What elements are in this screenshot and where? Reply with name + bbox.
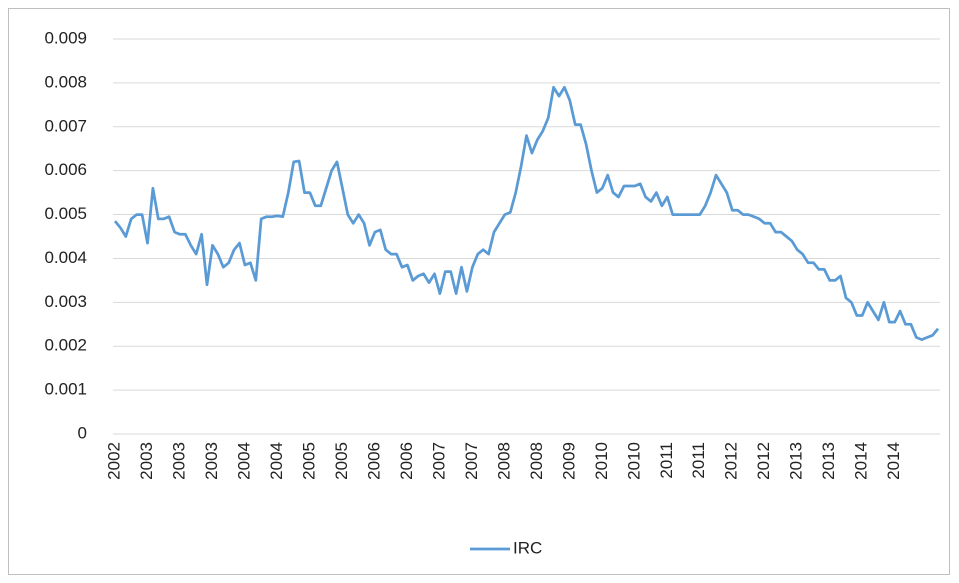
x-tick-label: 2007 bbox=[462, 442, 481, 480]
x-tick-label: 2014 bbox=[884, 442, 903, 480]
y-tick-label: 0.002 bbox=[44, 336, 87, 355]
x-tick-label: 2012 bbox=[722, 442, 741, 480]
x-tick-label: 2003 bbox=[169, 442, 188, 480]
x-tick-label: 2011 bbox=[689, 442, 708, 479]
y-tick-label: 0.003 bbox=[44, 292, 87, 311]
x-tick-label: 2014 bbox=[852, 442, 871, 480]
x-tick-label: 2012 bbox=[754, 442, 773, 480]
x-tick-label: 2005 bbox=[299, 442, 318, 480]
x-tick-label: 2013 bbox=[787, 442, 806, 480]
y-tick-label: 0.009 bbox=[44, 28, 87, 47]
x-tick-label: 2011 bbox=[657, 442, 676, 479]
legend-label: IRC bbox=[513, 538, 542, 557]
x-tick-label: 2006 bbox=[364, 442, 383, 480]
x-tick-label: 2013 bbox=[819, 442, 838, 480]
x-tick-label: 2009 bbox=[559, 442, 578, 480]
x-tick-label: 2004 bbox=[267, 442, 286, 480]
y-tick-label: 0.005 bbox=[44, 204, 87, 223]
x-tick-label: 2008 bbox=[494, 442, 513, 480]
y-tick-label: 0.001 bbox=[44, 380, 87, 399]
y-tick-label: 0.007 bbox=[44, 116, 87, 135]
x-tick-label: 2003 bbox=[137, 442, 156, 480]
y-tick-label: 0.006 bbox=[44, 160, 87, 179]
x-tick-label: 2008 bbox=[527, 442, 546, 480]
y-tick-label: 0.008 bbox=[44, 72, 87, 91]
y-tick-label: 0.004 bbox=[44, 248, 87, 267]
x-tick-label: 2003 bbox=[202, 442, 221, 480]
x-tick-label: 2006 bbox=[397, 442, 416, 480]
x-tick-label: 2007 bbox=[429, 442, 448, 480]
x-tick-label: 2005 bbox=[332, 442, 351, 480]
x-tick-label: 2010 bbox=[592, 442, 611, 480]
chart-border bbox=[8, 8, 950, 575]
y-tick-label: 0 bbox=[78, 423, 87, 442]
x-tick-label: 2010 bbox=[624, 442, 643, 480]
x-tick-label: 2004 bbox=[234, 442, 253, 480]
data-line bbox=[113, 85, 940, 341]
x-tick-label: 2002 bbox=[104, 442, 123, 480]
